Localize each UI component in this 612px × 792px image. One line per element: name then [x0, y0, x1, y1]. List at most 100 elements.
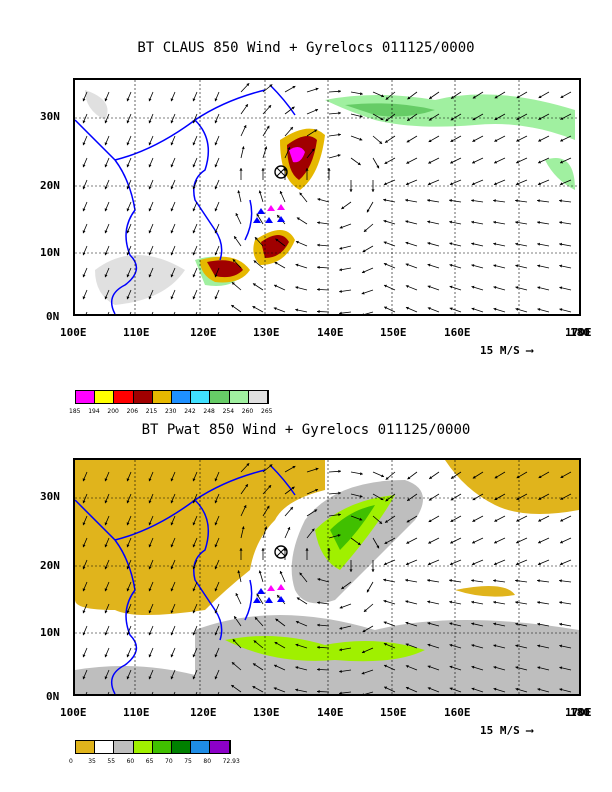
- wind-arrow-head: [327, 168, 331, 171]
- wind-arrow-head: [560, 160, 564, 164]
- wind-arrow-head: [537, 220, 540, 225]
- lat-label-30n: 30N: [40, 490, 60, 503]
- pwat-dry-ne: [445, 460, 579, 514]
- cloud-patch: [85, 90, 108, 120]
- wind-arrow-head: [405, 182, 409, 186]
- wind-arrow-head: [82, 230, 86, 234]
- wind-arrow-head: [537, 182, 541, 186]
- wind-arrow-head: [148, 120, 152, 124]
- wind-arrow-head: [104, 676, 108, 680]
- wind-arrow-head: [192, 654, 196, 658]
- wind-ref-label: 15 M/S ⟶: [480, 344, 533, 357]
- wind-arrow-head: [170, 186, 174, 190]
- wind-arrow-head: [384, 541, 388, 544]
- wind-vectors: [82, 82, 572, 314]
- wind-arrow-head: [515, 182, 519, 186]
- pwat-dry-east: [455, 586, 515, 597]
- wind-arrow-head: [494, 117, 498, 120]
- wind-arrow-head: [427, 665, 431, 669]
- lon-label: 180: [570, 326, 590, 339]
- wind-arrow-head: [192, 522, 196, 526]
- wind-arrow-head: [82, 252, 86, 256]
- wind-arrow-head: [538, 540, 542, 544]
- colorbar-label: 60: [126, 758, 135, 765]
- wind-arrow-head: [559, 622, 563, 626]
- wind-arrow-head: [515, 242, 519, 246]
- wind-arrow-head: [515, 199, 518, 203]
- wind-arrow-head: [234, 236, 237, 240]
- wind-arrow-head: [104, 522, 108, 526]
- lon-label: 100E: [60, 706, 87, 719]
- wind-arrow-head: [449, 665, 453, 669]
- gridlines: [75, 80, 579, 314]
- colorbar-swatch: [133, 391, 153, 403]
- wind-arrow-head: [379, 520, 383, 524]
- wind-arrow-head: [126, 632, 130, 636]
- wind-arrow-head: [214, 230, 218, 234]
- wind-arrow-head: [361, 650, 365, 654]
- wind-arrow-head: [82, 588, 86, 592]
- wind-arrow-head: [338, 133, 341, 137]
- convection-sw-core: [207, 260, 243, 278]
- wind-arrow-head: [126, 252, 130, 256]
- wind-arrow-head: [559, 601, 562, 605]
- wind-ref-label: 15 M/S ⟶: [480, 724, 533, 737]
- wind-arrow-head: [170, 164, 174, 168]
- wind-arrow-head: [317, 578, 321, 582]
- wind-arrow-head: [235, 593, 239, 597]
- bottom-map-title: BT Pwat 850 Wind + Gyrelocs 011125/0000: [141, 422, 471, 438]
- wind-arrow-head: [148, 544, 152, 548]
- wind-arrow-head: [126, 522, 130, 526]
- wind-arrow-head: [82, 296, 86, 300]
- wind-arrow-head: [104, 98, 108, 102]
- wind-arrow-head: [537, 622, 541, 626]
- wind-arrow-head: [296, 597, 300, 601]
- wind-arrow: [195, 691, 198, 694]
- wind-arrow-head: [317, 310, 320, 314]
- wind-arrow-head: [235, 213, 239, 217]
- wind-arrow-head: [493, 220, 496, 224]
- cloud-band-core: [345, 103, 435, 117]
- wind-arrow-head: [296, 217, 300, 221]
- wind-arrow-head: [126, 142, 130, 146]
- wind-vectors: [82, 462, 572, 694]
- wind-arrow-head: [82, 208, 86, 212]
- wind-arrow-head: [192, 230, 196, 234]
- wind-arrow: [364, 311, 374, 314]
- wind-arrow-head: [214, 610, 218, 614]
- wind-arrow-head: [126, 676, 130, 680]
- wind-arrow-head: [427, 241, 431, 245]
- colorbar-swatch: [171, 391, 192, 403]
- wind-arrow-head: [256, 213, 260, 217]
- wind-arrow-head: [241, 526, 245, 530]
- wind-arrow: [217, 311, 220, 314]
- wind-arrow-head: [315, 108, 319, 112]
- colorbar-label: 0: [69, 758, 73, 765]
- wind-arrow-head: [82, 676, 86, 680]
- wind-arrow-head: [450, 117, 454, 121]
- wind-arrow-head: [317, 265, 320, 269]
- colorbar-label: 200: [107, 408, 119, 415]
- wind-arrow-head: [449, 562, 453, 566]
- wind-arrow-head: [471, 562, 475, 566]
- colorbar-label: 265: [261, 408, 273, 415]
- wind-arrow-head: [126, 296, 130, 300]
- wind-arrow-head: [170, 544, 174, 548]
- wind-arrow-head: [126, 588, 130, 592]
- wind-arrow-head: [405, 306, 409, 310]
- wind-arrow: [364, 691, 374, 694]
- wind-arrow-head: [82, 566, 86, 570]
- wind-arrow-head: [537, 242, 541, 246]
- wind-arrow-head: [192, 274, 196, 278]
- wind-arrow-head: [516, 95, 520, 99]
- wind-arrow-head: [231, 662, 235, 666]
- lon-label: 120E: [190, 326, 217, 339]
- wind-arrow-head: [170, 522, 174, 526]
- gyre-triangles: [253, 584, 285, 603]
- wind-arrow-head: [428, 497, 432, 501]
- wind-arrow-head: [269, 84, 273, 88]
- wind-arrow-head: [405, 263, 409, 267]
- wind-arrow-head: [338, 513, 341, 517]
- wind-arrow-head: [537, 199, 540, 203]
- wind-arrow-head: [214, 164, 218, 168]
